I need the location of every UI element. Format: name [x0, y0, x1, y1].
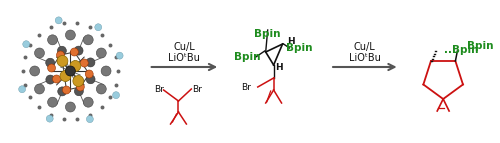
Text: Cu/L: Cu/L: [174, 42, 196, 52]
Circle shape: [116, 52, 123, 59]
Point: [73, 117, 81, 120]
Circle shape: [46, 75, 55, 84]
Text: Bpin: Bpin: [254, 29, 281, 39]
Text: H: H: [288, 36, 295, 45]
Circle shape: [48, 64, 56, 72]
Circle shape: [18, 86, 26, 93]
Point: [20, 56, 28, 59]
Circle shape: [70, 48, 78, 56]
Point: [86, 114, 94, 116]
Point: [98, 106, 106, 108]
Circle shape: [66, 102, 76, 112]
Point: [46, 26, 54, 28]
Circle shape: [74, 87, 84, 96]
Point: [26, 44, 34, 46]
Circle shape: [66, 30, 76, 40]
Circle shape: [56, 51, 64, 59]
Text: Cu/L: Cu/L: [354, 42, 376, 52]
Circle shape: [86, 116, 94, 123]
Circle shape: [58, 46, 66, 55]
Circle shape: [62, 86, 70, 94]
Circle shape: [86, 70, 93, 78]
Text: ..Bpin: ..Bpin: [444, 45, 478, 55]
Text: H: H: [276, 63, 283, 73]
Circle shape: [30, 66, 40, 76]
Point: [114, 70, 122, 72]
Point: [60, 117, 68, 120]
Text: Br: Br: [192, 85, 202, 94]
Point: [20, 83, 28, 86]
Point: [112, 83, 120, 86]
Point: [98, 34, 106, 36]
Circle shape: [101, 66, 111, 76]
Circle shape: [73, 76, 84, 87]
Point: [106, 96, 114, 98]
Point: [26, 96, 34, 98]
Circle shape: [112, 92, 119, 99]
Text: Br: Br: [154, 86, 164, 95]
Circle shape: [66, 66, 76, 76]
Point: [86, 26, 94, 28]
Circle shape: [84, 35, 93, 45]
Point: [112, 56, 120, 59]
Circle shape: [46, 58, 54, 67]
Circle shape: [55, 17, 62, 24]
Circle shape: [34, 48, 44, 58]
Point: [106, 44, 114, 46]
Point: [35, 34, 43, 36]
Text: Br: Br: [241, 83, 251, 92]
Circle shape: [34, 84, 44, 94]
Circle shape: [57, 55, 68, 66]
Circle shape: [58, 87, 66, 96]
Point: [46, 114, 54, 116]
Circle shape: [60, 70, 71, 82]
Circle shape: [70, 60, 81, 72]
Circle shape: [96, 48, 106, 58]
Text: LiOᵗBu: LiOᵗBu: [168, 53, 200, 63]
Text: Bpin: Bpin: [468, 41, 494, 51]
Text: Bpin: Bpin: [286, 43, 312, 53]
Circle shape: [96, 84, 106, 94]
Circle shape: [76, 83, 84, 91]
Circle shape: [80, 59, 88, 67]
Point: [60, 22, 68, 25]
Circle shape: [52, 75, 60, 83]
Circle shape: [48, 35, 58, 45]
Point: [19, 70, 27, 72]
Circle shape: [46, 115, 53, 122]
Circle shape: [74, 46, 83, 55]
Point: [35, 106, 43, 108]
Circle shape: [86, 58, 95, 67]
Circle shape: [22, 41, 30, 48]
Circle shape: [84, 97, 93, 107]
Text: Bpin: Bpin: [234, 52, 260, 62]
Point: [73, 22, 81, 25]
Text: LiOᵗBu: LiOᵗBu: [349, 53, 381, 63]
Circle shape: [95, 24, 102, 31]
Circle shape: [48, 97, 58, 107]
Circle shape: [86, 75, 95, 84]
